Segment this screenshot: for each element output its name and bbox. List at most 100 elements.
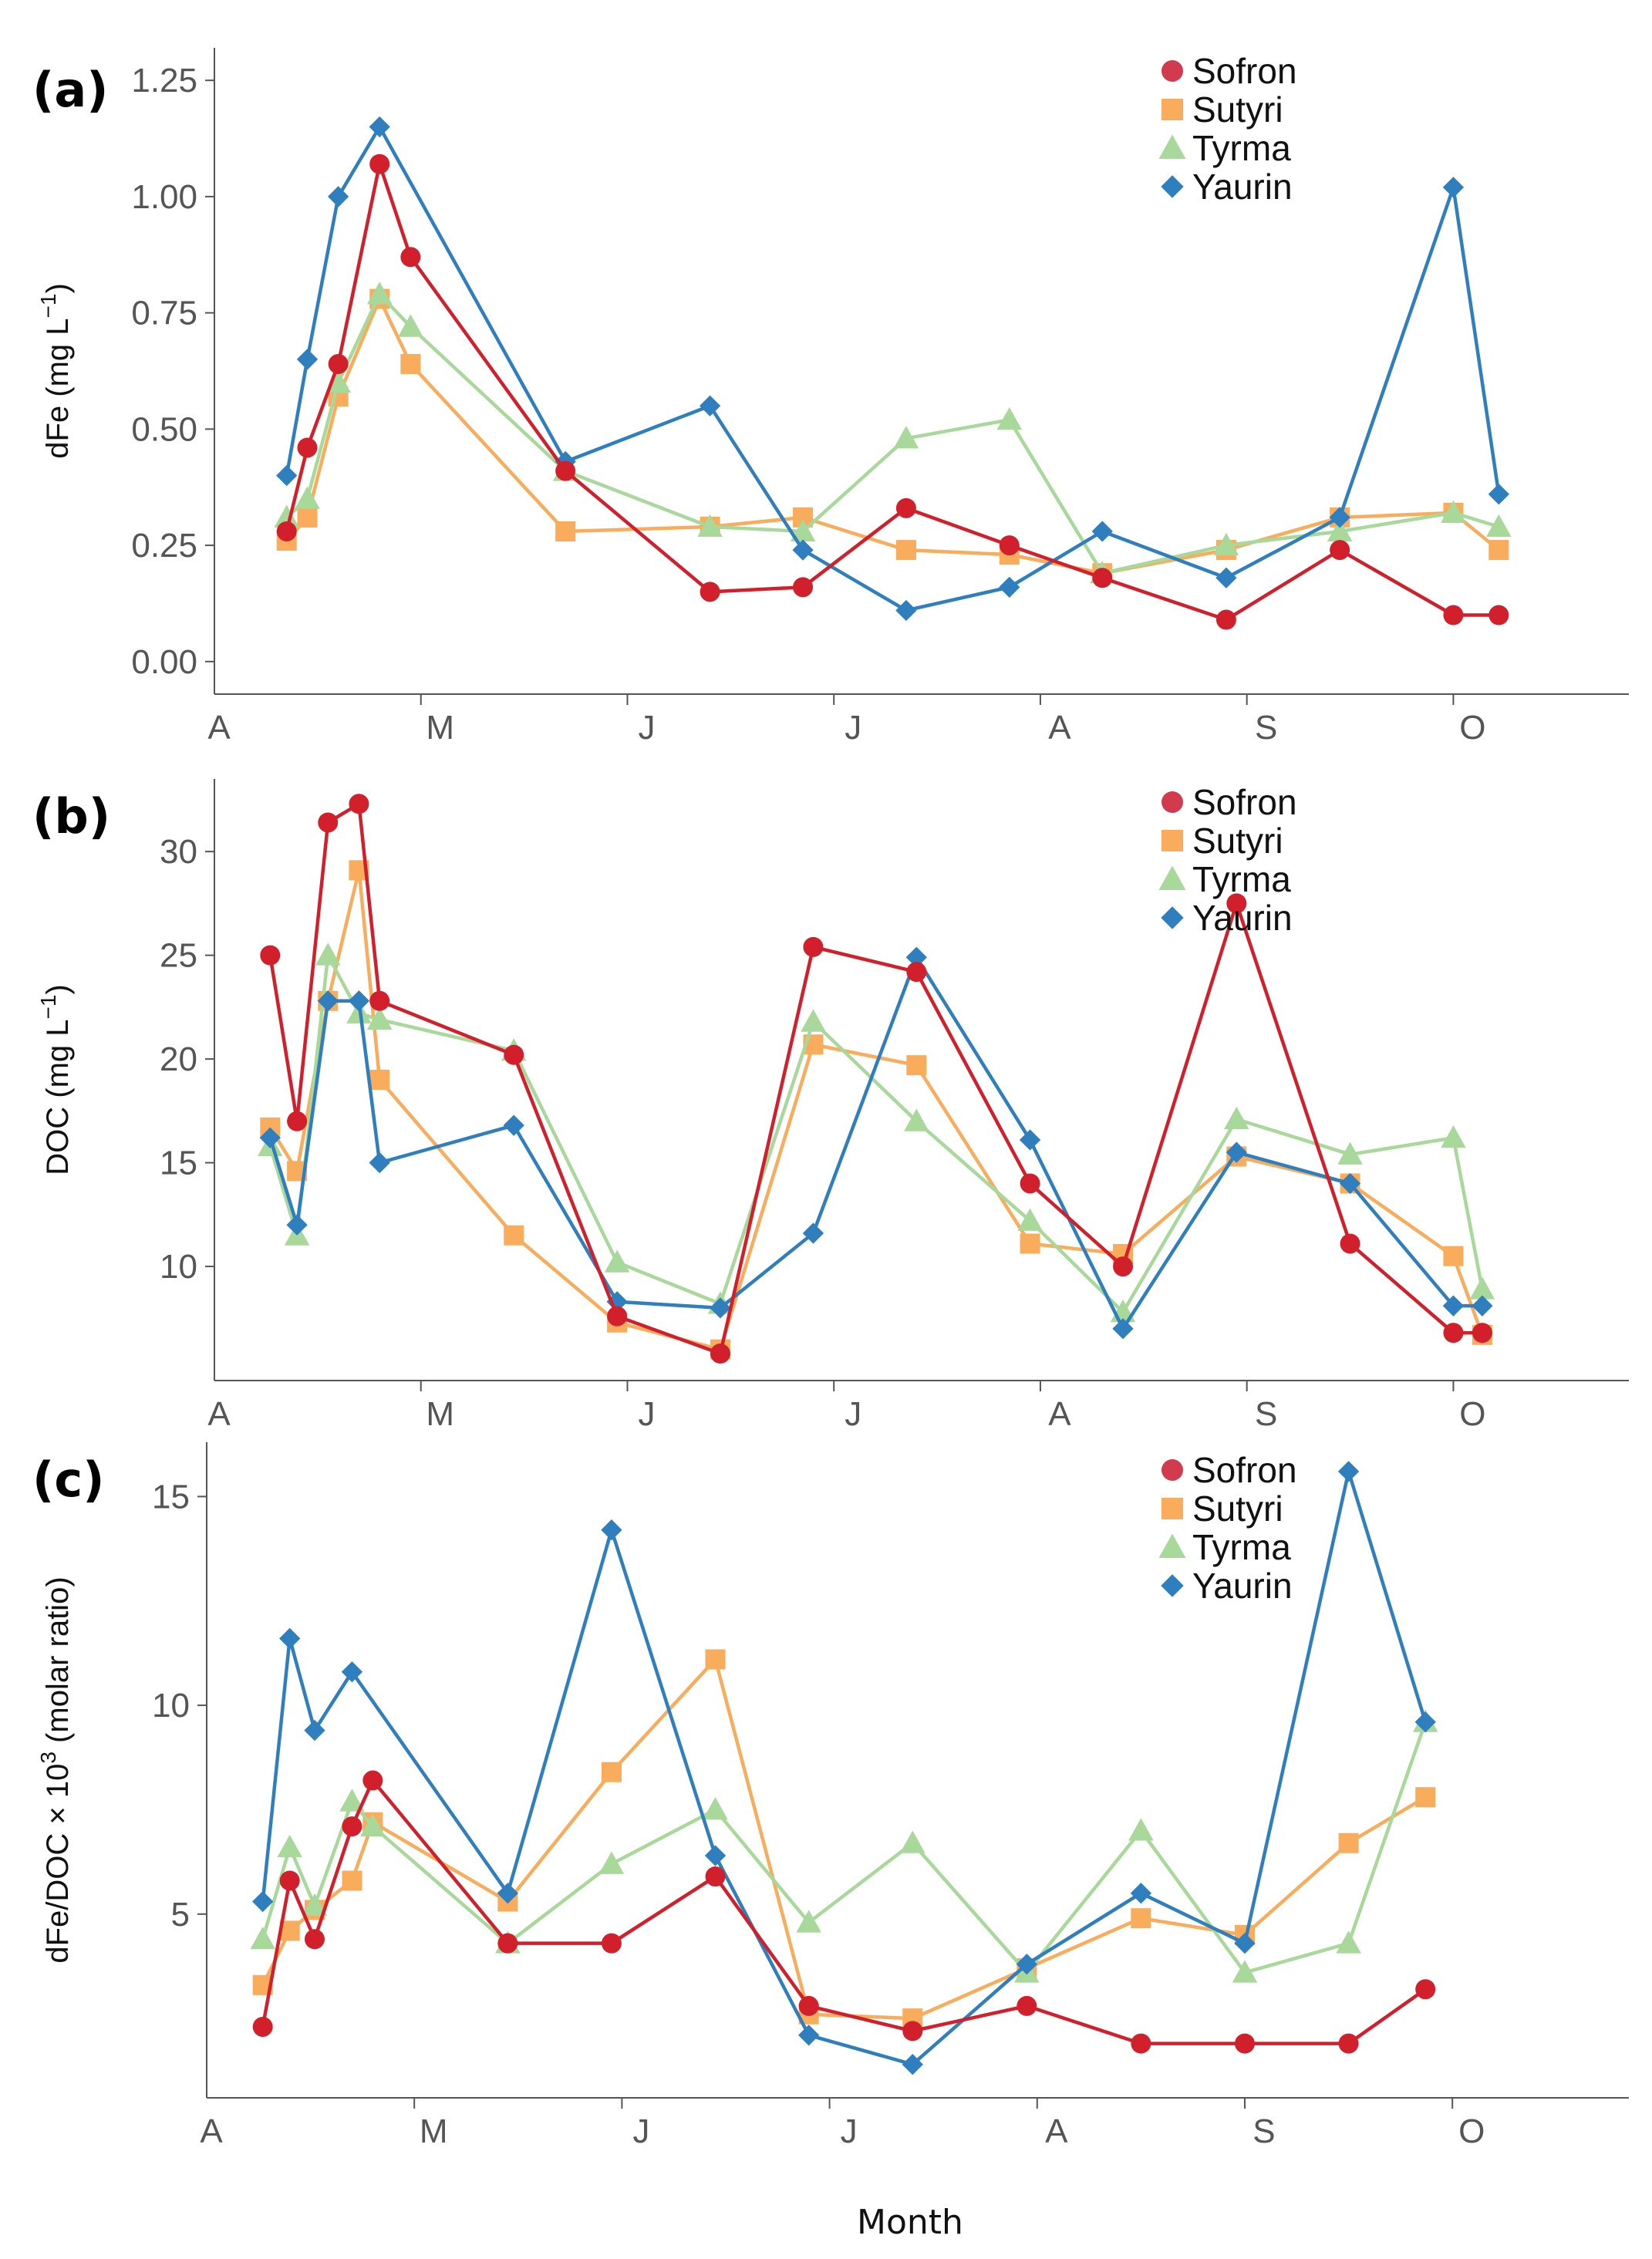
data-point-tyrma [900,1830,925,1853]
data-point-sofron [601,1933,622,1954]
y-tick-label: 20 [160,1040,197,1078]
data-point-sutyri [297,507,318,528]
data-point-tyrma [893,426,919,449]
data-point-sofron [1340,1233,1360,1254]
data-point-tyrma [604,1249,630,1273]
data-point-sofron [342,1816,362,1837]
y-axis-title-superscript: 3 [36,1752,60,1764]
data-point-sutyri [369,1070,390,1090]
data-point-tyrma [801,1009,826,1032]
data-point-yaurin [317,990,339,1012]
y-tick-label: 1.00 [131,178,197,216]
data-point-yaurin [1019,1129,1041,1151]
data-point-tyrma [1327,518,1353,541]
data-point-yaurin [1337,1461,1360,1482]
y-tick-label: 25 [160,937,197,975]
legend-marker-sutyri [1161,830,1183,851]
x-tick-label: A [207,1395,231,1433]
data-point-yaurin [905,946,927,968]
y-tick-label: 15 [152,1478,190,1516]
data-point-yaurin [1112,1318,1134,1340]
data-point-yaurin [276,464,298,487]
y-axis-title: dFe (mg L−1) [36,283,75,459]
legend-marker-sutyri [1161,1498,1183,1519]
data-point-yaurin [798,2025,820,2046]
data-point-yaurin [503,1114,524,1136]
data-point-sutyri [555,521,576,541]
data-point-tyrma [360,1813,386,1837]
x-tick-label: J [638,709,655,747]
legend-marker-yaurin [1161,175,1184,198]
legend-marker-yaurin [1161,1574,1184,1597]
panel-label: (b) [32,788,110,845]
data-point-tyrma [274,504,299,528]
data-point-yaurin [369,116,390,138]
x-tick-label: J [638,1395,655,1433]
data-point-sofron [999,535,1020,556]
data-point-yaurin [1130,1883,1152,1904]
data-point-tyrma [598,1851,625,1874]
series-line-sutyri [261,1657,1427,2021]
data-point-sofron [1338,2033,1359,2054]
y-tick-label: 15 [160,1145,197,1182]
data-point-tyrma [339,1789,365,1812]
data-point-yaurin [1016,1954,1037,1975]
legend-marker-tyrma [1158,134,1186,159]
data-point-tyrma [366,282,393,305]
data-point-sofron [279,1870,300,1891]
y-axis-title-end: ) [41,984,75,994]
x-tick-label: S [1255,1395,1277,1433]
data-point-sutyri [601,1762,622,1782]
data-point-sofron [318,812,339,833]
data-point-sofron [260,945,281,966]
data-point-yaurin [601,1519,622,1541]
data-point-tyrma [1232,1960,1258,1983]
y-tick-label: 1.25 [131,62,197,99]
data-point-sofron [328,353,349,374]
data-point-sofron [497,1933,518,1954]
x-tick-label: J [841,2112,858,2150]
data-point-tyrma [1441,500,1466,523]
data-point-yaurin [1091,521,1113,542]
data-point-tyrma [1224,1106,1249,1130]
data-point-sofron [710,1344,730,1364]
series-line-sofron [285,162,1499,622]
data-point-sutyri [342,1870,362,1891]
data-point-tyrma [1128,1818,1154,1841]
series-line-yaurin [285,125,1501,612]
data-point-sutyri [1020,1233,1040,1254]
data-point-yaurin [999,576,1020,598]
data-point-tyrma [697,514,723,537]
data-point-tyrma [796,1910,821,1933]
x-tick-label: S [1255,709,1277,747]
y-tick-label: 0.50 [131,410,197,448]
data-point-yaurin [1442,1295,1465,1317]
data-point-sutyri [1415,1787,1436,1808]
data-point-sofron [369,153,390,174]
legend-label-yaurin: Yaurin [1192,1566,1293,1606]
x-tick-label: S [1252,2112,1275,2150]
data-point-yaurin [497,1883,518,1904]
data-point-sofron [287,1111,308,1131]
legend-marker-sofron [1161,60,1183,82]
data-point-sofron [1131,2033,1151,2054]
data-point-tyrma [1336,1930,1361,1954]
data-point-sutyri [1443,1246,1464,1266]
data-point-yaurin [369,1151,390,1174]
x-tick-label: O [1458,2112,1485,2150]
data-point-yaurin [1472,1295,1493,1317]
data-point-sofron [700,582,720,602]
data-point-tyrma [277,1834,302,1858]
data-point-sofron [304,1929,325,1950]
data-point-yaurin [1339,1172,1361,1195]
data-point-sofron [1215,609,1236,630]
data-point-sofron [555,460,576,481]
data-point-tyrma [1213,532,1239,556]
y-tick-label: 10 [152,1687,190,1725]
data-point-tyrma [315,942,341,966]
data-point-yaurin [348,990,370,1012]
legend-label-sofron: Sofron [1192,1450,1297,1490]
y-tick-label: 0.00 [131,643,197,681]
panel-label: (a) [32,62,109,118]
